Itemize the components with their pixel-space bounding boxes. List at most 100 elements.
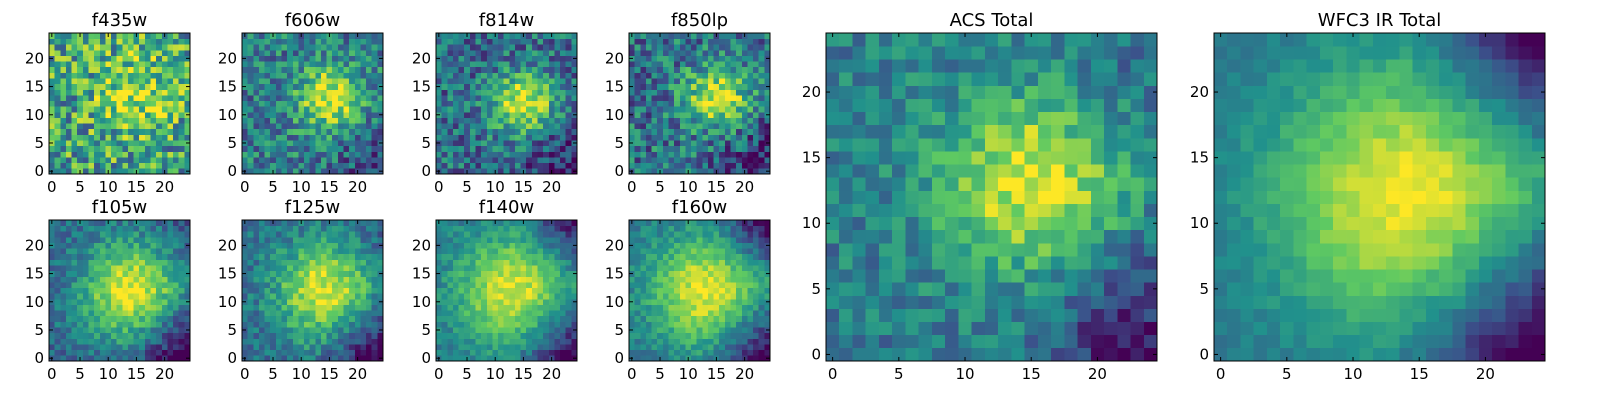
heatmap-cell xyxy=(88,242,95,249)
heatmap-cell xyxy=(753,33,760,39)
heatmap-cell xyxy=(464,134,471,141)
heatmap-cell xyxy=(337,310,344,317)
heatmap-cell xyxy=(509,270,516,277)
heatmap-cell xyxy=(144,33,151,39)
heatmap-cell xyxy=(349,310,356,317)
heatmap-cell xyxy=(139,248,146,255)
heatmap-cell xyxy=(309,304,316,311)
heatmap-cell xyxy=(758,145,765,152)
heatmap-cell xyxy=(366,134,373,141)
heatmap-cell xyxy=(270,344,277,351)
heatmap-cell xyxy=(60,111,67,118)
heatmap-cell xyxy=(281,83,288,90)
heatmap-cell xyxy=(49,162,55,169)
heatmap-cell xyxy=(758,157,765,164)
heatmap-cell xyxy=(49,134,55,141)
heatmap-cell xyxy=(514,344,521,351)
heatmap-cell xyxy=(526,123,533,130)
heatmap-cell xyxy=(469,315,476,322)
heatmap-cell xyxy=(492,332,499,339)
heatmap-cell xyxy=(753,151,760,158)
heatmap-cell xyxy=(741,304,748,311)
heatmap-cell xyxy=(514,117,521,124)
heatmap-cell xyxy=(292,265,299,272)
heatmap-cell xyxy=(447,95,454,102)
heatmap-cell xyxy=(657,89,664,96)
heatmap-cell xyxy=(730,355,737,362)
heatmap-cell xyxy=(645,100,652,107)
heatmap-cell xyxy=(441,298,448,305)
heatmap-cell xyxy=(156,287,163,294)
heatmap-cell xyxy=(464,157,471,164)
heatmap-cell xyxy=(543,106,550,113)
heatmap-cell xyxy=(634,287,641,294)
heatmap-cell xyxy=(371,321,378,328)
heatmap-cell xyxy=(309,344,316,351)
heatmap-cell xyxy=(258,72,265,79)
heatmap-cell xyxy=(275,276,282,283)
heatmap-cell xyxy=(139,106,146,113)
heatmap-cell xyxy=(292,49,299,56)
heatmap-cell xyxy=(707,66,714,73)
heatmap-cell xyxy=(144,355,151,362)
x-tick-label: 15 xyxy=(320,365,339,383)
heatmap-cell xyxy=(464,287,471,294)
heatmap-cell xyxy=(127,33,134,39)
heatmap-cell xyxy=(298,100,305,107)
heatmap-cell xyxy=(49,338,55,345)
heatmap-cell xyxy=(60,128,67,135)
heatmap-cell xyxy=(657,55,664,62)
heatmap-cell xyxy=(537,310,544,317)
heatmap-cell xyxy=(173,89,180,96)
heatmap-cell xyxy=(526,78,533,85)
heatmap-cell xyxy=(173,33,180,39)
heatmap-cell xyxy=(99,83,106,90)
heatmap-cell xyxy=(71,95,78,102)
heatmap-cell xyxy=(377,72,384,79)
heatmap-cell xyxy=(537,242,544,249)
heatmap-cell xyxy=(475,282,482,289)
heatmap-cell xyxy=(116,293,123,300)
heatmap-cell xyxy=(548,95,555,102)
heatmap-cell xyxy=(150,83,157,90)
heatmap-cell xyxy=(543,276,550,283)
heatmap-cell xyxy=(178,145,185,152)
heatmap-cell xyxy=(49,145,55,152)
heatmap-cell xyxy=(354,321,361,328)
heatmap-cell xyxy=(520,162,527,169)
heatmap-cell xyxy=(88,128,95,135)
heatmap-cell xyxy=(360,151,367,158)
heatmap-cell xyxy=(360,355,367,362)
heatmap-cell xyxy=(481,315,488,322)
heatmap-cell xyxy=(167,123,174,130)
heatmap-cell xyxy=(309,349,316,356)
heatmap-cell xyxy=(674,140,681,147)
heatmap-cell xyxy=(730,332,737,339)
heatmap-cell xyxy=(371,287,378,294)
heatmap-cell xyxy=(99,151,106,158)
heatmap-cell xyxy=(127,304,134,311)
heatmap-cell xyxy=(526,242,533,249)
heatmap-cell xyxy=(94,157,101,164)
heatmap-cell xyxy=(275,61,282,68)
heatmap-cell xyxy=(127,162,134,169)
heatmap-cell xyxy=(713,100,720,107)
heatmap-cell xyxy=(565,151,572,158)
heatmap-cell xyxy=(679,55,686,62)
heatmap-cell xyxy=(354,49,361,56)
heatmap-cell xyxy=(560,344,567,351)
heatmap-cell xyxy=(122,321,129,328)
heatmap-cell xyxy=(571,332,578,339)
heatmap-cell xyxy=(651,83,658,90)
heatmap-cell xyxy=(702,293,709,300)
heatmap-cell xyxy=(343,242,350,249)
heatmap-cell xyxy=(702,78,709,85)
heatmap-cell xyxy=(54,72,61,79)
heatmap-cell xyxy=(133,134,140,141)
heatmap-cell xyxy=(475,157,482,164)
heatmap-cell xyxy=(736,128,743,135)
heatmap-cell xyxy=(464,310,471,317)
heatmap-cell xyxy=(326,128,333,135)
heatmap-cell xyxy=(747,327,754,334)
heatmap-cell xyxy=(447,89,454,96)
